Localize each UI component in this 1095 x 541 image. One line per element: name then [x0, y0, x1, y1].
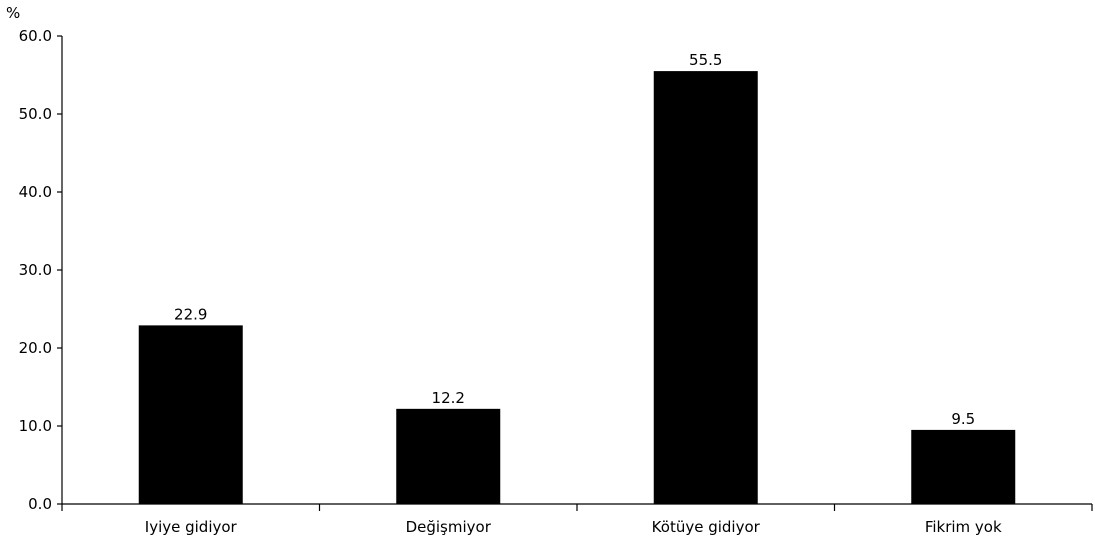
y-tick-label: 50.0 — [19, 105, 52, 123]
y-tick-label: 40.0 — [19, 183, 52, 201]
bars — [138, 71, 1016, 504]
bar — [653, 71, 758, 504]
x-category-label: Iyiye gidiyor — [145, 518, 238, 536]
x-category-label: Fikrim yok — [925, 518, 1002, 536]
y-tick-label: 10.0 — [19, 417, 52, 435]
y-axis-unit-label: % — [6, 4, 20, 22]
y-axis: 0.0 10.0 20.0 30.0 40.0 50.0 60.0 — [19, 27, 63, 513]
x-category-label: Değişmiyor — [406, 518, 492, 536]
y-tick-label: 20.0 — [19, 339, 52, 357]
bar — [396, 408, 501, 504]
x-axis: Iyiye gidiyor Değişmiyor Kötüye gidiyor Fik… — [61, 503, 1093, 536]
y-tick-label: 60.0 — [19, 27, 52, 45]
bar — [138, 325, 243, 504]
bar-value-label: 55.5 — [689, 51, 722, 69]
bar-value-label: 12.2 — [432, 389, 465, 407]
bar-value-label: 9.5 — [951, 410, 975, 428]
x-category-label: Kötüye gidiyor — [652, 518, 761, 536]
bar — [911, 429, 1016, 504]
y-tick-label: 0.0 — [28, 495, 52, 513]
data-labels: 22.9 12.2 55.5 9.5 — [174, 51, 975, 428]
y-tick-label: 30.0 — [19, 261, 52, 279]
bar-value-label: 22.9 — [174, 305, 207, 323]
